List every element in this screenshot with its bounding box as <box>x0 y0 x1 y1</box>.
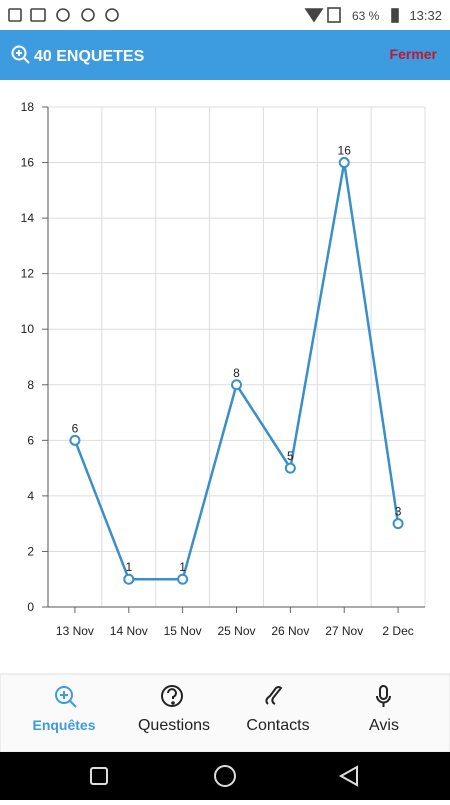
bottom-nav <box>0 673 450 753</box>
point <box>177 573 189 585</box>
x-tick-label: 13 Nov <box>56 624 94 638</box>
y-tick-label: 18 <box>21 100 35 114</box>
tab-label[interactable]: Questions <box>138 717 210 734</box>
x-tick-label: 25 Nov <box>217 624 255 638</box>
y-tick-label: 2 <box>27 544 34 558</box>
y-tick-label: 8 <box>27 378 34 392</box>
value-label: 8 <box>233 366 240 380</box>
point <box>69 434 81 446</box>
value-label: 1 <box>125 560 132 574</box>
y-tick-label: 12 <box>21 267 35 281</box>
x-tick-label: 2 Dec <box>382 624 413 638</box>
search-icon <box>11 45 30 64</box>
close-button[interactable]: Fermer <box>390 46 438 62</box>
value-label: 16 <box>338 144 352 158</box>
status-icons <box>8 7 399 23</box>
system-buttons <box>90 765 358 787</box>
x-tick-label: 15 Nov <box>164 624 202 638</box>
y-tick-label: 10 <box>21 322 35 336</box>
system-nav <box>0 752 450 800</box>
tab-label[interactable]: Enquêtes <box>32 717 95 733</box>
value-label: 3 <box>395 505 402 519</box>
x-tick-label: 27 Nov <box>325 624 363 638</box>
header-title: 40 ENQUETES <box>34 48 145 65</box>
y-tick-label: 4 <box>27 489 34 503</box>
clock: 13:32 <box>409 8 442 23</box>
value-label: 6 <box>72 421 79 435</box>
y-tick-label: 0 <box>27 600 34 614</box>
tab-label[interactable]: Contacts <box>246 717 309 734</box>
x-tick-label: 26 Nov <box>271 624 309 638</box>
tab-icons <box>55 685 391 708</box>
point <box>284 462 296 474</box>
tab-label[interactable]: Avis <box>369 717 399 734</box>
point <box>123 573 135 585</box>
point <box>338 157 350 169</box>
point <box>231 379 242 391</box>
x-tick-label: 14 Nov <box>110 624 148 638</box>
value-label: 1 <box>179 560 186 574</box>
tabs: Enquêtes Questions Contacts Avis <box>32 717 398 734</box>
y-tick-label: 6 <box>27 433 34 447</box>
y-tick-label: 16 <box>21 156 35 170</box>
header <box>0 30 450 80</box>
value-label: 5 <box>287 449 294 463</box>
battery-text: 63 % <box>352 9 380 23</box>
status-bar <box>0 0 450 30</box>
point <box>392 518 404 530</box>
y-tick-label: 14 <box>21 211 35 225</box>
